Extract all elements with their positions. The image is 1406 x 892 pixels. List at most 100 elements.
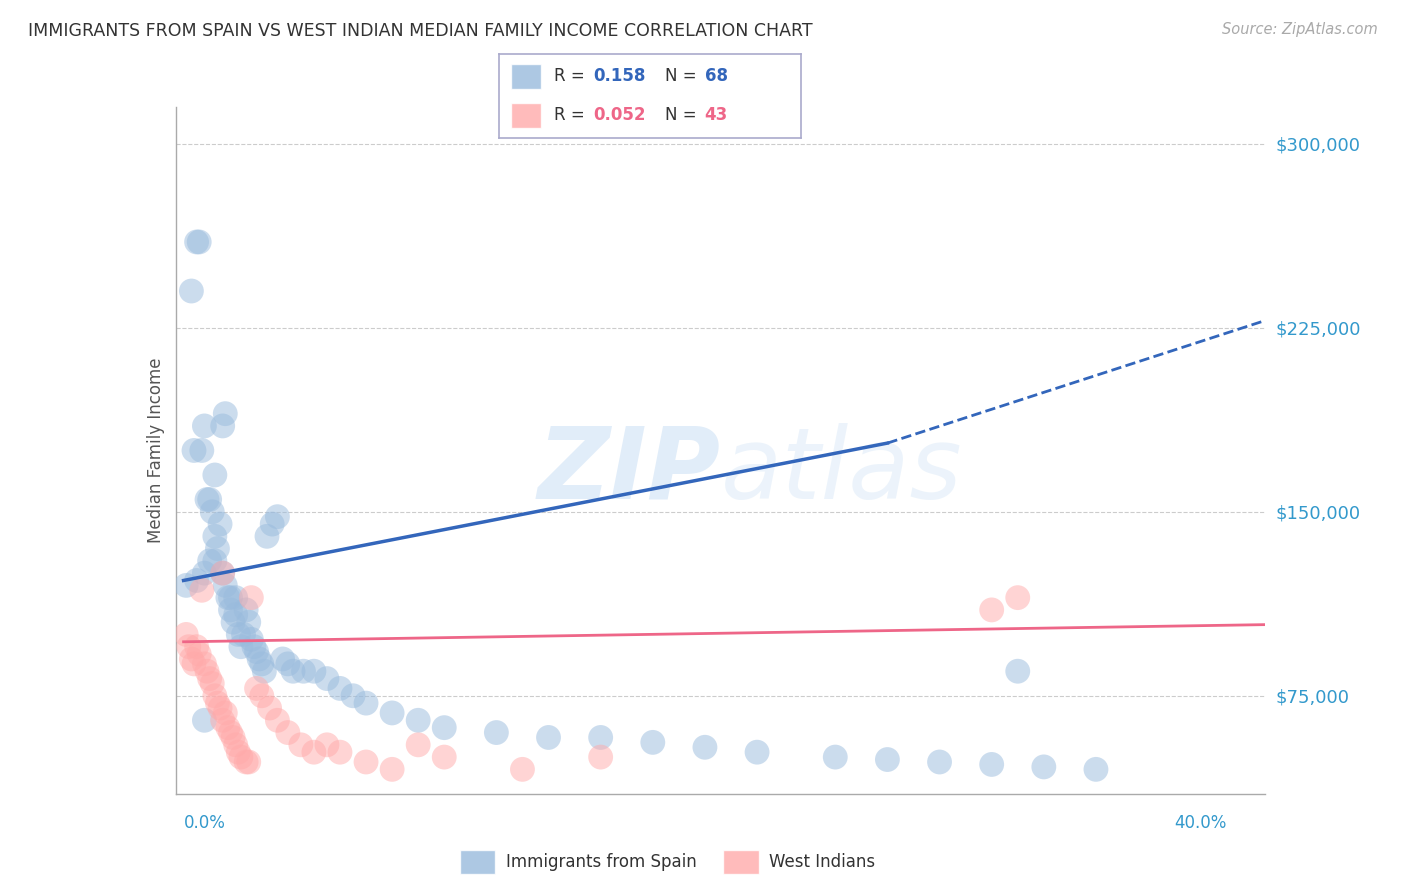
Point: [693, 740, 716, 755]
Point: [211, 714, 233, 728]
Point: [204, 689, 226, 703]
Point: [186, 640, 208, 654]
Point: [183, 443, 205, 458]
Point: [354, 696, 377, 710]
Point: [186, 574, 208, 588]
Bar: [460, 850, 495, 873]
Point: [204, 529, 226, 543]
Point: [980, 757, 1002, 772]
Point: [174, 578, 197, 592]
Point: [342, 689, 364, 703]
Point: [219, 591, 242, 605]
Text: 43: 43: [704, 106, 728, 124]
Point: [485, 725, 508, 739]
Point: [381, 762, 404, 776]
Text: R =: R =: [554, 68, 589, 86]
Point: [226, 745, 249, 759]
Point: [329, 681, 352, 696]
Point: [247, 652, 270, 666]
Point: [1084, 762, 1107, 776]
Bar: [512, 63, 541, 89]
Text: Immigrants from Spain: Immigrants from Spain: [506, 853, 696, 871]
Point: [266, 714, 288, 728]
Point: [277, 657, 299, 671]
Point: [354, 755, 377, 769]
Text: IMMIGRANTS FROM SPAIN VS WEST INDIAN MEDIAN FAMILY INCOME CORRELATION CHART: IMMIGRANTS FROM SPAIN VS WEST INDIAN MED…: [28, 22, 813, 40]
Point: [928, 755, 950, 769]
Point: [256, 529, 278, 543]
Point: [207, 696, 229, 710]
Point: [225, 607, 247, 622]
Text: West Indians: West Indians: [769, 853, 875, 871]
Point: [204, 554, 226, 568]
Point: [214, 706, 236, 720]
Point: [198, 492, 221, 507]
Point: [219, 725, 242, 739]
Point: [222, 615, 245, 630]
Text: N =: N =: [665, 106, 702, 124]
Bar: [512, 103, 541, 128]
Point: [824, 750, 846, 764]
Point: [512, 762, 534, 776]
Point: [316, 738, 339, 752]
Text: 40.0%: 40.0%: [1174, 814, 1226, 831]
Point: [198, 672, 221, 686]
Text: atlas: atlas: [721, 423, 962, 519]
Point: [589, 731, 612, 745]
Text: ZIP: ZIP: [537, 423, 721, 519]
Point: [433, 750, 456, 764]
Point: [214, 578, 236, 592]
Point: [217, 721, 239, 735]
Point: [201, 505, 224, 519]
Point: [225, 591, 247, 605]
Point: [329, 745, 352, 759]
Text: 0.052: 0.052: [593, 106, 645, 124]
Point: [188, 235, 211, 249]
Point: [204, 467, 226, 482]
Point: [222, 731, 245, 745]
Point: [188, 647, 211, 661]
Point: [1007, 664, 1029, 679]
Point: [191, 443, 214, 458]
Text: R =: R =: [554, 106, 589, 124]
Point: [226, 627, 249, 641]
Point: [214, 407, 236, 421]
Point: [211, 566, 233, 581]
Point: [302, 664, 325, 679]
Point: [302, 745, 325, 759]
Point: [207, 541, 229, 556]
Point: [245, 644, 267, 658]
Point: [195, 664, 218, 679]
Point: [1032, 760, 1054, 774]
Point: [281, 664, 304, 679]
Point: [259, 701, 281, 715]
Point: [209, 517, 232, 532]
Point: [225, 738, 247, 752]
Point: [262, 517, 284, 532]
Y-axis label: Median Family Income: Median Family Income: [146, 358, 165, 543]
Point: [211, 566, 233, 581]
Text: N =: N =: [665, 68, 702, 86]
Point: [229, 750, 252, 764]
Point: [186, 235, 208, 249]
Point: [235, 755, 257, 769]
Point: [745, 745, 768, 759]
Point: [277, 725, 299, 739]
Point: [250, 657, 273, 671]
Point: [238, 615, 260, 630]
Point: [174, 627, 197, 641]
Point: [198, 554, 221, 568]
Point: [243, 640, 266, 654]
Text: 68: 68: [704, 68, 728, 86]
Point: [180, 284, 202, 298]
Point: [191, 583, 214, 598]
Point: [641, 735, 664, 749]
Point: [193, 657, 215, 671]
Point: [537, 731, 560, 745]
Point: [229, 640, 252, 654]
Point: [180, 652, 202, 666]
Point: [433, 721, 456, 735]
Point: [240, 591, 263, 605]
Point: [290, 738, 312, 752]
Point: [193, 566, 215, 581]
